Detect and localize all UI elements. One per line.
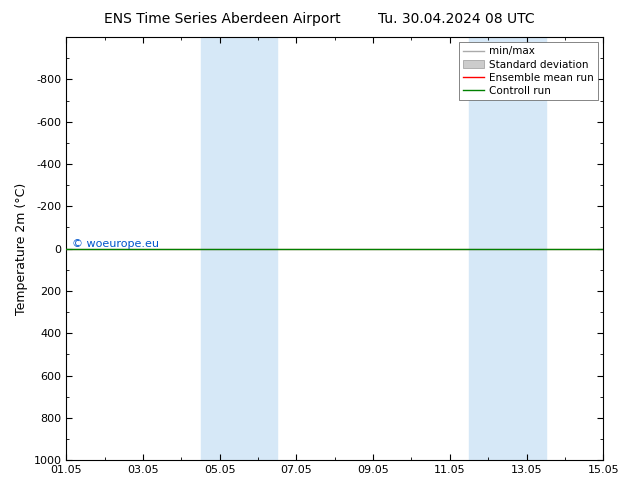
- Y-axis label: Temperature 2m (°C): Temperature 2m (°C): [15, 182, 28, 315]
- Text: © woeurope.eu: © woeurope.eu: [72, 239, 158, 248]
- Legend: min/max, Standard deviation, Ensemble mean run, Controll run: min/max, Standard deviation, Ensemble me…: [459, 42, 598, 100]
- Text: Tu. 30.04.2024 08 UTC: Tu. 30.04.2024 08 UTC: [378, 12, 535, 26]
- Bar: [469, 37, 546, 460]
- Bar: [200, 37, 277, 460]
- Text: ENS Time Series Aberdeen Airport: ENS Time Series Aberdeen Airport: [103, 12, 340, 26]
